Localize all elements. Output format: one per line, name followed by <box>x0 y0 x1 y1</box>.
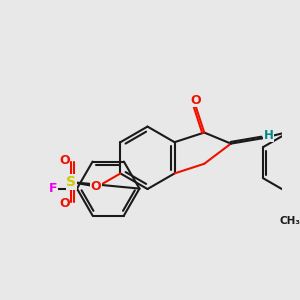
Text: H: H <box>264 129 274 142</box>
Text: O: O <box>59 154 70 167</box>
Text: S: S <box>66 175 76 189</box>
Text: O: O <box>59 197 70 211</box>
Text: O: O <box>91 180 101 193</box>
Text: F: F <box>49 182 58 195</box>
Text: O: O <box>190 94 201 107</box>
Text: CH₃: CH₃ <box>280 216 300 226</box>
